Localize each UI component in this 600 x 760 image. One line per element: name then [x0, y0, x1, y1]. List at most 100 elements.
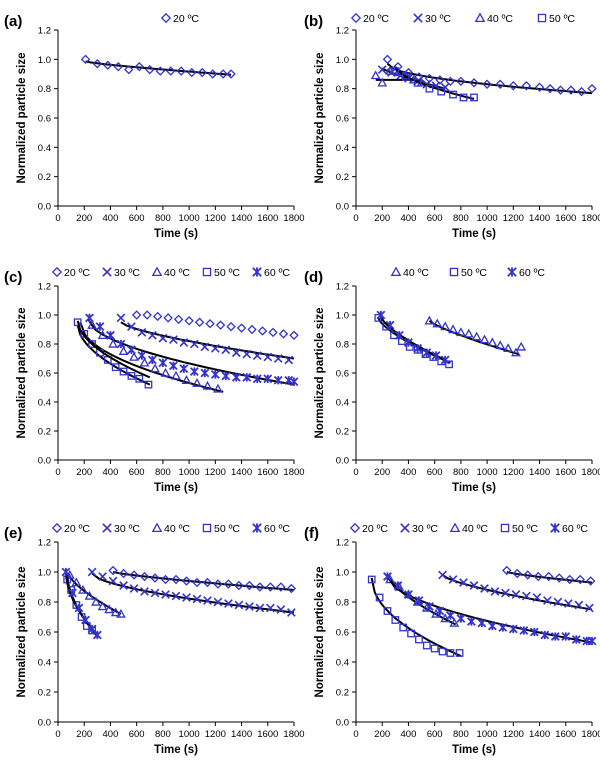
legend-label: 50 ºC	[214, 523, 240, 535]
data-point	[160, 574, 171, 585]
data-point	[377, 65, 387, 74]
legend-item: 20 ºC	[51, 522, 90, 535]
y-tick-label: 1.2	[336, 538, 349, 549]
data-point	[144, 380, 153, 389]
legend-star-marker	[252, 523, 262, 533]
fit-line	[386, 62, 593, 95]
data-point	[223, 579, 234, 589]
x-tick-label: 1200	[503, 729, 524, 740]
y-tick-label: 1.2	[38, 538, 51, 549]
series-60c	[61, 567, 102, 640]
data-point	[176, 66, 186, 76]
y-axis-title: Normalized particle size	[16, 52, 28, 183]
data-point	[67, 588, 77, 598]
legend-label: 50 ºC	[214, 267, 240, 279]
x-tick-label: 1800	[283, 467, 304, 478]
data-point	[415, 635, 423, 644]
legend-label: 20 ºC	[363, 13, 389, 25]
data-point	[145, 64, 155, 75]
data-point	[422, 348, 432, 358]
data-point	[404, 590, 413, 599]
data-point	[171, 370, 181, 380]
y-tick-label: 0.8	[38, 84, 51, 95]
panel-label: (f)	[304, 525, 319, 542]
x-tick-label: 400	[103, 467, 119, 478]
data-point	[242, 349, 252, 359]
legend-item: 30 ºC	[102, 523, 140, 535]
data-point	[147, 355, 157, 365]
legend: 40 ºC 50 ºC 60 ºC	[390, 266, 545, 279]
data-point	[152, 311, 163, 322]
series-50c	[391, 66, 478, 102]
x-tick-label: 1200	[503, 213, 524, 224]
data-point	[401, 73, 410, 81]
legend-label: 40 ºC	[403, 267, 429, 279]
data-point	[78, 584, 88, 594]
data-point	[438, 570, 447, 580]
data-point	[116, 339, 126, 349]
x-axis-title: Time (s)	[452, 228, 496, 240]
legend-item: 30 ºC	[102, 267, 140, 279]
data-point	[244, 580, 255, 591]
data-point	[234, 600, 244, 610]
y-tick-label: 0.0	[336, 202, 349, 213]
data-point	[407, 629, 415, 638]
x-tick-label: 400	[103, 213, 119, 224]
data-point	[587, 83, 597, 94]
data-point	[533, 571, 543, 582]
y-tick-label: 0.4	[38, 398, 51, 409]
data-point	[263, 352, 273, 362]
data-point	[139, 357, 150, 367]
panel-label: (c)	[4, 269, 22, 286]
legend-item: 60 ºC	[252, 523, 290, 535]
data-point	[438, 647, 447, 656]
y-axis-title: Normalized particle size	[16, 307, 28, 438]
y-tick-label: 0.0	[38, 718, 51, 729]
data-point	[377, 77, 388, 87]
x-tick-label: 200	[76, 729, 92, 740]
data-point	[393, 581, 403, 590]
x-tick-label: 1400	[529, 213, 550, 224]
data-point	[129, 351, 139, 361]
data-point	[80, 54, 91, 65]
data-point	[413, 343, 423, 353]
legend-square-marker	[500, 523, 510, 533]
data-point	[119, 367, 128, 376]
y-tick-label: 1.0	[336, 311, 349, 322]
data-point	[111, 363, 120, 372]
data-point	[456, 614, 466, 623]
chart-panel-d: (d) 0 200 400 600 800 1000 1200 1400 1600 1800 0.0 0…	[304, 266, 600, 494]
data-point	[140, 587, 149, 596]
data-point	[158, 333, 168, 343]
x-tick-label: 1600	[257, 213, 278, 224]
data-point	[498, 623, 508, 632]
data-point	[523, 570, 533, 580]
series-50c	[367, 575, 464, 657]
data-point	[284, 355, 294, 365]
data-point	[116, 608, 126, 618]
data-point	[587, 636, 597, 646]
data-point	[543, 596, 552, 605]
data-point	[422, 641, 431, 650]
data-point	[448, 575, 458, 584]
data-point	[205, 318, 215, 329]
x-tick-label: 200	[374, 213, 390, 224]
data-point	[137, 328, 147, 337]
data-point	[571, 635, 581, 644]
data-point	[585, 603, 594, 613]
data-point	[202, 577, 213, 588]
panel-label: (d)	[304, 269, 323, 286]
legend-label: 30 ºC	[114, 267, 140, 279]
data-point	[85, 313, 94, 323]
x-tick-label: 800	[155, 729, 171, 740]
legend-square-marker	[537, 13, 547, 23]
x-tick-label: 800	[453, 213, 469, 224]
x-tick-label: 1200	[205, 213, 226, 224]
data-point	[73, 318, 82, 327]
data-point	[166, 66, 176, 76]
data-point	[226, 69, 236, 79]
legend-label: 50 ºC	[512, 523, 538, 535]
data-point	[213, 579, 223, 589]
data-point	[221, 371, 231, 381]
legend-item: 50 ºC	[202, 267, 240, 279]
